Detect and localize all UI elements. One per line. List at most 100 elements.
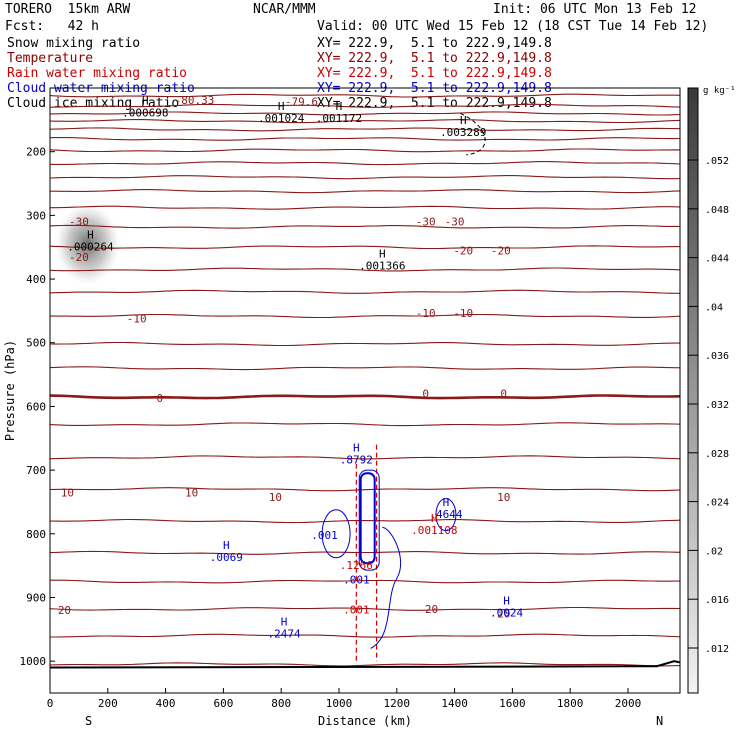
colorbar-tick-label: .048 xyxy=(705,205,729,216)
isotherm-line xyxy=(49,313,681,319)
isotherm-line xyxy=(49,111,681,116)
extremum-marker: H xyxy=(336,100,343,113)
isotherm-line xyxy=(49,550,681,555)
isotherm-line xyxy=(49,394,681,400)
isotherm-line xyxy=(49,93,681,98)
temperature-label: -20 xyxy=(69,251,89,264)
extremum-marker: H xyxy=(379,248,386,261)
isotherm-line xyxy=(49,148,681,153)
colorbar-tick-label: .04 xyxy=(705,302,723,313)
x-tick-label: 0 xyxy=(47,697,54,710)
legend-rain-label: Rain water mixing ratio xyxy=(7,66,188,81)
temperature-label: -20 xyxy=(453,244,473,257)
legend-temperature-label: Temperature xyxy=(7,51,94,66)
extremum-value: .001108 xyxy=(411,524,457,537)
extremum-value: .001 xyxy=(343,573,370,586)
x-tick-label: 400 xyxy=(156,697,176,710)
temperature-label: -20 xyxy=(491,244,511,257)
isotherm-line xyxy=(49,341,680,347)
extremum-marker: H xyxy=(87,228,94,241)
x-tick-label: 1600 xyxy=(499,697,526,710)
isotherm-line xyxy=(50,205,681,210)
temperature-label: 20 xyxy=(497,607,510,620)
temperature-label: -10 xyxy=(127,313,147,326)
isotherm-line xyxy=(49,289,680,294)
extremum-value: .0024 xyxy=(490,607,523,620)
colorbar-tick-label: .052 xyxy=(705,156,729,167)
extremum-marker: H xyxy=(460,114,467,127)
temperature-label: -30 xyxy=(445,216,465,229)
x-tick-label: 1800 xyxy=(557,697,584,710)
isotherm-line xyxy=(49,606,681,611)
cloudwater-contour xyxy=(370,526,402,649)
y-tick-label: 300 xyxy=(26,209,46,222)
extremum-value: .000264 xyxy=(67,240,114,253)
extremum-marker: H xyxy=(503,595,510,608)
isotherm-line xyxy=(49,245,680,250)
colorbar-tick-label: .032 xyxy=(705,400,729,411)
colorbar-tick-label: .012 xyxy=(705,644,729,655)
colorbar-unit: g kg⁻¹ xyxy=(703,86,736,96)
colorbar-tick-label: .016 xyxy=(705,595,729,606)
cloudwater-contour xyxy=(435,498,457,532)
isotherm-line xyxy=(50,189,681,194)
extremum-value: .4644 xyxy=(429,508,462,521)
isotherm-line xyxy=(49,161,681,166)
temperature-label: -30 xyxy=(69,216,89,229)
y-axis-label: Pressure (hPa) xyxy=(3,340,17,441)
snow-shading-blob xyxy=(55,204,120,285)
valid-time: Valid: 00 UTC Wed 15 Feb 12 (18 CST Tue … xyxy=(317,19,709,34)
temperature-label: -10 xyxy=(453,307,473,320)
x-end-label-north: N xyxy=(656,714,663,728)
extremum-value: .1266 xyxy=(340,559,373,572)
legend-snow-label: Snow mixing ratio xyxy=(7,36,141,51)
x-tick-label: 1000 xyxy=(326,697,353,710)
x-tick-label: 1400 xyxy=(441,697,468,710)
plot-frame xyxy=(49,87,681,694)
extremum-value: .000698 xyxy=(122,107,168,120)
isotherm-line xyxy=(50,579,680,584)
rain-contour xyxy=(355,444,378,662)
x-tick-label: 2000 xyxy=(615,697,642,710)
temperature-label: 10 xyxy=(497,491,510,504)
extremum-value: .0069 xyxy=(210,551,243,564)
isotherm-line xyxy=(49,137,681,141)
y-tick-label: 700 xyxy=(26,464,46,477)
legend-snow-xy: XY= 222.9, 5.1 to 222.9,149.8 xyxy=(317,36,552,51)
extremum-marker: H xyxy=(353,442,360,455)
forecast-hour: Fcst: 42 h xyxy=(5,19,99,34)
extremum-marker: H xyxy=(223,539,230,552)
isotherm-line xyxy=(49,127,681,132)
temperature-label: 0 xyxy=(500,388,507,401)
extremum-value: .001366 xyxy=(359,260,405,273)
isotherm-line xyxy=(49,119,681,124)
temperature-label: 10 xyxy=(61,486,74,499)
isotherm-line xyxy=(49,224,680,229)
organization-label: NCAR/MMM xyxy=(253,2,316,17)
isotherm-line xyxy=(49,422,681,427)
isotherm-line xyxy=(50,633,681,638)
temperature-label: -30 xyxy=(416,216,436,229)
isotherm-line xyxy=(49,366,681,371)
temperature-label: 0 xyxy=(422,388,429,401)
x-axis-label: Distance (km) xyxy=(318,714,412,728)
extremum-value: .003289 xyxy=(440,126,486,139)
colorbar-tick-label: .028 xyxy=(705,449,729,460)
temperature-label: 10 xyxy=(269,491,282,504)
colorbar-tick-label: .036 xyxy=(705,351,729,362)
x-tick-label: 800 xyxy=(271,697,291,710)
isotherm-line xyxy=(49,267,681,272)
legend-temperature-xy: XY= 222.9, 5.1 to 222.9,149.8 xyxy=(317,51,552,66)
extremum-value: .001172 xyxy=(316,112,362,125)
extremum-marker: H xyxy=(281,616,288,629)
y-tick-label: 600 xyxy=(26,400,46,413)
x-end-label-south: S xyxy=(85,714,92,728)
temperature-label: 0 xyxy=(157,392,164,405)
temperature-label: -79.6 xyxy=(285,95,318,108)
extremum-marker: H xyxy=(431,512,438,525)
cloudwater-contour xyxy=(321,509,351,559)
isotherm-line xyxy=(49,175,681,180)
colorbar-tick-label: .02 xyxy=(705,546,723,557)
x-tick-label: 1200 xyxy=(384,697,411,710)
extremum-marker: H xyxy=(278,100,285,113)
